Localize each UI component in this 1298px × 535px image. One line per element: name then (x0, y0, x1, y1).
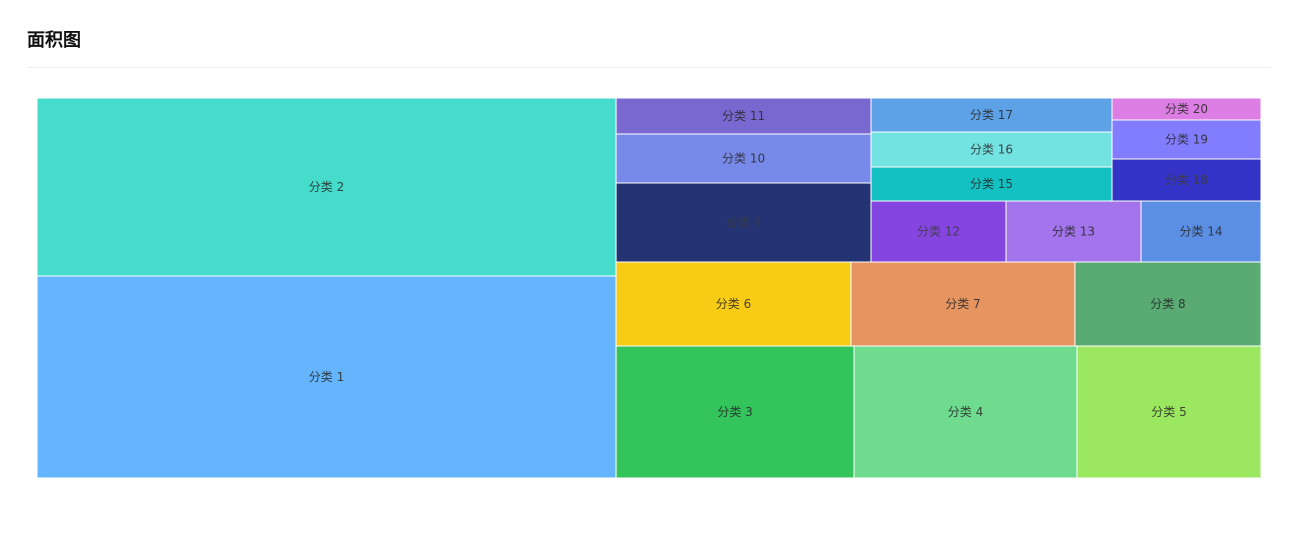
treemap-node[interactable]: 分类 8 (1074, 261, 1262, 347)
treemap-node[interactable]: 分类 5 (1076, 345, 1262, 479)
treemap-rect[interactable] (870, 200, 1007, 263)
treemap-label: 分类 20 (1165, 102, 1208, 116)
treemap-node[interactable]: 分类 9 (615, 182, 872, 263)
treemap-label: 分类 3 (717, 405, 752, 419)
treemap-rect[interactable] (850, 261, 1076, 347)
treemap-node[interactable]: 分类 19 (1111, 119, 1262, 160)
treemap-rect[interactable] (1140, 200, 1262, 263)
treemap-node[interactable]: 分类 12 (870, 200, 1007, 263)
treemap-node[interactable]: 分类 13 (1005, 200, 1142, 263)
treemap-rect[interactable] (615, 182, 872, 263)
treemap-rect[interactable] (1074, 261, 1262, 347)
treemap-node[interactable]: 分类 1 (36, 275, 617, 479)
treemap-label: 分类 10 (722, 151, 765, 165)
treemap-rect[interactable] (1005, 200, 1142, 263)
header-divider (27, 67, 1271, 68)
treemap-node[interactable]: 分类 6 (615, 261, 852, 347)
treemap-label: 分类 1 (309, 370, 344, 384)
treemap-rect[interactable] (870, 131, 1113, 168)
treemap-node[interactable]: 分类 2 (36, 97, 617, 277)
treemap-label: 分类 14 (1179, 225, 1222, 239)
treemap-rect[interactable] (1076, 345, 1262, 479)
treemap-rect[interactable] (1111, 158, 1262, 202)
treemap-node[interactable]: 分类 3 (615, 345, 855, 479)
treemap-rect[interactable] (36, 275, 617, 479)
treemap-node[interactable]: 分类 20 (1111, 97, 1262, 121)
treemap-rect[interactable] (615, 261, 852, 347)
treemap-label: 分类 11 (722, 109, 765, 123)
card-title: 面积图 (27, 30, 81, 51)
treemap-node[interactable]: 分类 16 (870, 131, 1113, 168)
treemap-rect[interactable] (615, 97, 872, 135)
treemap-node[interactable]: 分类 17 (870, 97, 1113, 133)
treemap-rect[interactable] (1111, 119, 1262, 160)
treemap-label: 分类 4 (948, 405, 983, 419)
treemap-label: 分类 6 (716, 297, 751, 311)
treemap-label: 分类 9 (726, 216, 761, 230)
treemap-label: 分类 15 (970, 177, 1013, 191)
treemap-label: 分类 12 (917, 225, 960, 239)
treemap-label: 分类 16 (970, 143, 1013, 157)
treemap-label: 分类 17 (970, 108, 1013, 122)
treemap-rect[interactable] (870, 166, 1113, 202)
treemap-rect[interactable] (36, 97, 617, 277)
treemap-label: 分类 2 (309, 180, 344, 194)
treemap-node[interactable]: 分类 14 (1140, 200, 1262, 263)
treemap-node[interactable]: 分类 15 (870, 166, 1113, 202)
treemap-label: 分类 5 (1151, 405, 1186, 419)
treemap-node[interactable]: 分类 4 (853, 345, 1078, 479)
treemap-rect[interactable] (853, 345, 1078, 479)
treemap-rect[interactable] (870, 97, 1113, 133)
treemap-label: 分类 19 (1165, 132, 1208, 146)
treemap-label: 分类 8 (1150, 297, 1185, 311)
treemap-label: 分类 13 (1052, 225, 1095, 239)
treemap-node[interactable]: 分类 11 (615, 97, 872, 135)
treemap-node[interactable]: 分类 18 (1111, 158, 1262, 202)
treemap-rect[interactable] (615, 345, 855, 479)
treemap-rect[interactable] (1111, 97, 1262, 121)
treemap-node[interactable]: 分类 10 (615, 133, 872, 184)
treemap-node[interactable]: 分类 7 (850, 261, 1076, 347)
treemap-label: 分类 7 (945, 297, 980, 311)
treemap-label: 分类 18 (1165, 173, 1208, 187)
